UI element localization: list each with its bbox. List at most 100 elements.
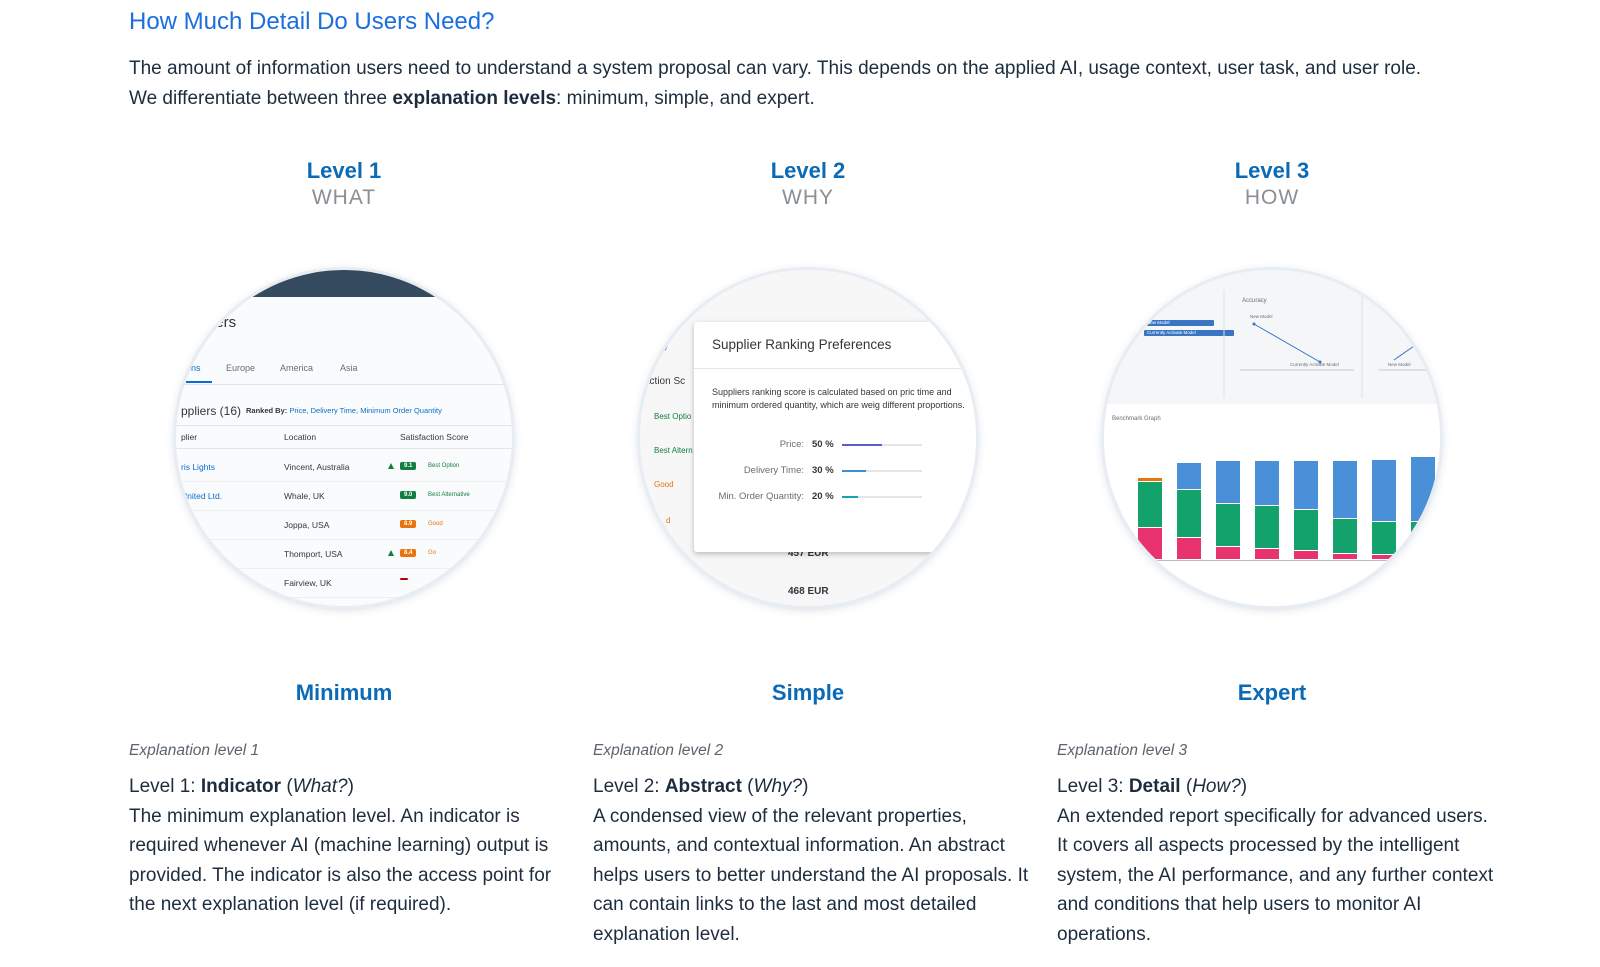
bar-segment-green: [1177, 489, 1201, 538]
level-1-caption: Explanation level 1: [129, 742, 260, 759]
paren-open: (: [281, 776, 293, 797]
intro-line-1: The amount of information users need to …: [129, 58, 1422, 79]
column-score: Satisfaction Score: [400, 432, 469, 442]
accuracy-lines: [1223, 290, 1440, 398]
level-3-term: Detail: [1128, 776, 1181, 797]
level-2-illustration: ity action Sc Best Optio Best Altern Goo…: [640, 270, 976, 606]
level-1-illustration: iers ons Europe America Asia ppliers (16…: [176, 270, 512, 606]
bar-segment-green: [1294, 510, 1318, 551]
bar-segment-green: [1333, 518, 1357, 553]
level-1-prefix: Level 1:: [129, 776, 201, 797]
column-location: Location: [284, 432, 317, 442]
preference-label: Delivery Time:: [743, 465, 804, 476]
line-label: Currently Activate Model: [1290, 362, 1339, 367]
accuracy-label: Accuracy: [1242, 298, 1267, 304]
legend-active-model: Currently Activate Model: [1144, 330, 1234, 336]
supplier-location: Whale, UK: [284, 491, 325, 501]
level-3-caption: Explanation level 3: [1057, 742, 1188, 759]
table-row: ris Lights Vincent, Australia 9.1 Best Opti…: [176, 452, 512, 482]
ranked-by-value: Price, Delivery Time, Minimum Order Quan…: [289, 406, 442, 415]
tab-indicator: [186, 381, 212, 383]
score-label: Good: [428, 521, 443, 527]
bar-segment-green: [1216, 503, 1240, 547]
bar-segment-blue: [1411, 457, 1435, 522]
intro-line-2-pre: We differentiate between three: [129, 88, 393, 109]
level-1-subtitle: WHAT: [311, 186, 377, 209]
divider: [694, 368, 976, 369]
bar-segment-blue: [1255, 460, 1279, 505]
preference-row: Price: 50 %: [694, 439, 976, 453]
bar-segment-orange: [1138, 477, 1162, 482]
preference-label: Min. Order Quantity:: [718, 491, 804, 502]
level-1-body: The minimum explanation level. An indica…: [129, 805, 552, 916]
score-label: Best Option: [428, 463, 460, 469]
supplier-name: ris Lights: [181, 462, 216, 472]
preference-value: 20 %: [812, 491, 834, 502]
side-text: d: [666, 516, 671, 525]
tab-asia: Asia: [340, 363, 358, 373]
level-1-description: Level 1: Indicator (What?) The minimum e…: [129, 772, 569, 920]
popover-text: Suppliers ranking score is calculated ba…: [712, 387, 965, 410]
popover-title: Supplier Ranking Preferences: [712, 337, 892, 352]
bar-segment-blue: [1216, 460, 1240, 503]
region-tabs: ons Europe America Asia: [176, 360, 512, 385]
trend-up-icon: [388, 463, 394, 469]
side-text: Good: [654, 480, 674, 489]
side-text: action Sc: [644, 376, 686, 387]
column-supplier: plier: [181, 432, 198, 442]
intro-bold-term: explanation levels: [392, 88, 557, 109]
paren-open: (: [1180, 776, 1193, 797]
supplier-name: United Ltd.: [181, 491, 223, 501]
bar-segment-pink: [1333, 553, 1357, 559]
accuracy-panel: Accuracy New Model Currently Activate Mo…: [1104, 270, 1440, 405]
level-1-term: Indicator: [200, 776, 282, 797]
bar-segment-green: [1411, 522, 1435, 559]
level-3-name: Expert: [1237, 680, 1307, 705]
table-row: Thomport, USA 8.4 Go: [176, 539, 512, 569]
amount: 457 EUR: [788, 548, 829, 559]
legend-text: Currently Activate Model: [1147, 330, 1196, 335]
table-row: Fairview, UK: [176, 568, 512, 598]
tab-all: ons: [186, 363, 201, 373]
level-3-illustration: Accuracy New Model Currently Activate Mo…: [1104, 270, 1440, 606]
paren-close: ): [1240, 776, 1248, 797]
paren-close: ): [802, 776, 809, 797]
preference-label: Price:: [779, 439, 804, 450]
supplier-location: Fairview, UK: [284, 578, 332, 588]
level-3-title: Level 3: [1234, 158, 1310, 183]
bar-segment-pink: [1138, 527, 1162, 559]
score-label: Go: [428, 550, 437, 556]
line-label: New Model: [1250, 314, 1273, 319]
level-2-subtitle: WHY: [782, 186, 834, 209]
bar-segment-pink: [1255, 549, 1279, 559]
level-3-body: An extended report specifically for adva…: [1057, 805, 1494, 945]
side-text: ity: [660, 342, 668, 351]
level-3-heading-line: Level 3: Detail (How?): [1057, 772, 1497, 802]
side-text: Best Altern: [654, 446, 693, 455]
bar-segment-green: [1138, 482, 1162, 527]
table-row: ley Joppa, USA 8.9 Good: [176, 510, 512, 540]
level-2-body: A condensed view of the relevant propert…: [593, 805, 1029, 945]
level-1-heading-line: Level 1: Indicator (What?): [129, 772, 569, 802]
supplier-name: ley: [181, 520, 192, 530]
bar-segment-blue: [1294, 460, 1318, 510]
legend-text: New Model: [1147, 320, 1170, 325]
ranking-popover: Supplier Ranking Preferences Suppliers r…: [694, 322, 976, 552]
benchmark-title: Benchmark Graph: [1112, 416, 1161, 422]
preference-bar: [842, 470, 922, 472]
tab-europe: Europe: [226, 363, 256, 373]
level-3-subtitle: HOW: [1244, 186, 1300, 209]
level-3-description: Level 3: Detail (How?) An extended repor…: [1057, 772, 1497, 950]
ranked-by-label: Ranked By:: [246, 406, 290, 415]
trend-up-icon: [388, 550, 394, 556]
level-2-prefix: Level 2:: [593, 776, 665, 797]
bar-segment-pink: [1294, 551, 1318, 559]
preference-bar-fill: [842, 470, 866, 472]
page-heading: How Much Detail Do Users Need?: [129, 8, 495, 35]
bar-segment-green: [1372, 522, 1396, 554]
preference-row: Min. Order Quantity: 20 %: [694, 491, 976, 505]
preference-bar-fill: [842, 444, 882, 446]
level-3-prefix: Level 3:: [1057, 776, 1129, 797]
level-2-title: Level 2: [770, 158, 846, 183]
preference-value: 30 %: [812, 465, 834, 476]
